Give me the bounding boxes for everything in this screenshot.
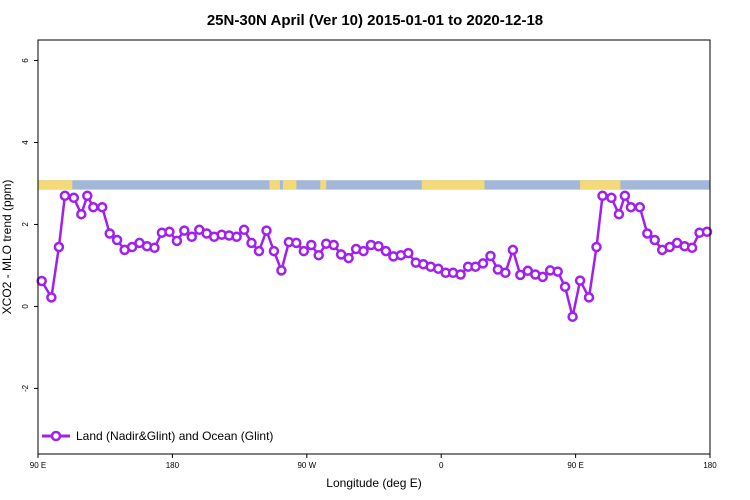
data-point-82 (649, 234, 660, 246)
data-point-3 (59, 190, 71, 202)
land-band-0 (38, 180, 73, 190)
data-point-73 (583, 292, 595, 303)
x-tick-label-0: 90 E (30, 461, 46, 470)
data-point-46 (380, 245, 392, 257)
data-point-64 (515, 269, 526, 281)
data-point-28 (246, 237, 257, 249)
legend-marker (50, 430, 62, 442)
data-point-75 (597, 190, 608, 202)
data-point-4 (68, 192, 80, 204)
data-point-5 (76, 208, 87, 220)
data-point-0 (36, 275, 47, 287)
data-point-67 (537, 271, 548, 283)
data-point-26 (231, 231, 242, 243)
x-tick-label-1: 180 (166, 461, 180, 470)
land-band-1 (269, 180, 280, 190)
data-point-59 (477, 258, 489, 269)
data-point-56 (455, 269, 466, 280)
data-point-43 (358, 245, 369, 257)
x-tick-label-2: 90 W (297, 461, 316, 470)
data-point-19 (179, 225, 190, 236)
x-axis-label: Longitude (deg E) (326, 476, 421, 490)
data-point-80 (634, 201, 646, 213)
y-axis: -2 0 2 4 6 (21, 58, 38, 392)
series-line-0 (40, 194, 708, 318)
data-point-15 (149, 242, 160, 254)
data-point-41 (343, 252, 354, 264)
x-tick-label-5: 180 (703, 461, 717, 470)
data-point-81 (642, 228, 653, 239)
data-point-17 (164, 226, 175, 238)
data-point-72 (574, 275, 586, 286)
data-point-63 (507, 244, 519, 256)
data-point-9 (104, 228, 115, 239)
data-point-74 (591, 241, 602, 253)
y-axis-label: XCO2 - MLO trend (ppm) (0, 180, 14, 315)
data-point-53 (432, 263, 444, 274)
data-point-70 (559, 281, 571, 293)
surface-type-strip (38, 180, 710, 190)
data-point-7 (88, 201, 99, 213)
y-tick-label-2: 2 (21, 222, 30, 227)
ocean-band (38, 180, 710, 190)
data-point-49 (403, 247, 414, 259)
data-point-84 (664, 241, 675, 253)
data-point-35 (298, 245, 310, 257)
data-point-18 (171, 235, 183, 247)
data-point-27 (238, 224, 250, 236)
x-tick-label-3: 0 (439, 461, 444, 470)
data-point-78 (619, 190, 631, 202)
data-point-45 (373, 240, 384, 252)
data-point-76 (606, 192, 617, 204)
y-tick-label-3: 4 (21, 140, 30, 145)
data-point-69 (552, 266, 563, 277)
y-tick-label-1: 0 (21, 304, 30, 309)
land-band-2 (282, 180, 297, 190)
x-tick-label-4: 90 E (567, 461, 583, 470)
legend: Land (Nadir&Glint) and Ocean (Glint) (42, 429, 273, 443)
data-point-32 (276, 265, 287, 276)
data-point-62 (500, 267, 511, 279)
data-point-20 (186, 231, 198, 243)
plot-frame (37, 39, 711, 455)
y-tick-label-4: 6 (21, 58, 30, 63)
land-band-3 (320, 180, 327, 190)
legend-label: Land (Nadir&Glint) and Ocean (Glint) (76, 429, 273, 443)
data-point-31 (268, 245, 280, 257)
land-band-4 (421, 180, 485, 190)
data-point-12 (126, 241, 138, 253)
x-axis: 90 E 180 90 W 0 90 E 180 (30, 454, 717, 470)
data-point-71 (567, 311, 578, 322)
data-series (36, 190, 713, 322)
data-point-10 (111, 234, 123, 246)
data-point-8 (96, 201, 108, 213)
data-point-37 (313, 249, 324, 261)
data-point-87 (686, 242, 698, 254)
data-point-6 (82, 190, 93, 202)
y-tick-label-0: -2 (21, 384, 30, 392)
data-point-77 (613, 208, 625, 220)
data-point-2 (53, 241, 65, 253)
chart-title: 25N-30N April (Ver 10) 2015-01-01 to 202… (207, 12, 543, 29)
data-point-79 (625, 201, 637, 213)
data-point-39 (328, 239, 339, 251)
data-point-30 (261, 225, 272, 236)
data-point-60 (485, 250, 496, 262)
data-point-29 (253, 245, 265, 257)
data-point-1 (46, 292, 57, 303)
data-point-89 (701, 226, 713, 238)
data-point-34 (291, 237, 302, 249)
data-point-36 (306, 239, 317, 251)
land-band-5 (580, 180, 621, 190)
